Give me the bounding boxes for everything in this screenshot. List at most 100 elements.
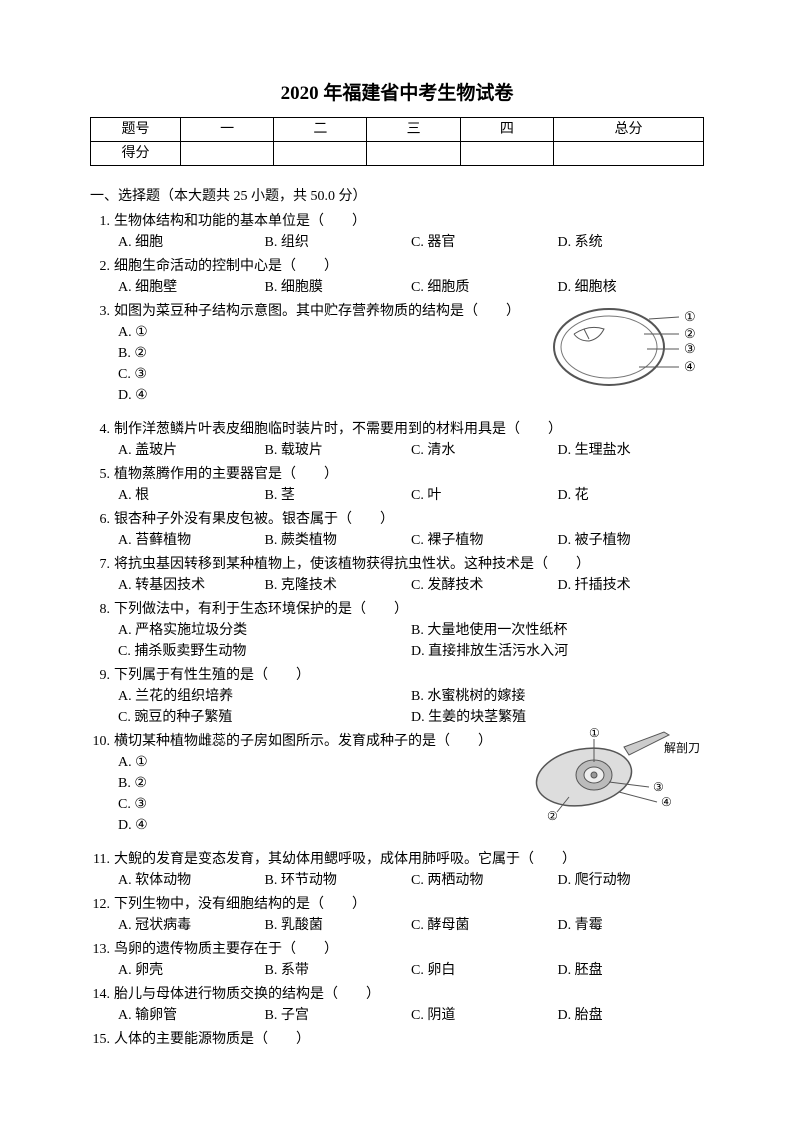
option: B. 载玻片	[265, 440, 412, 461]
header-cell: 四	[460, 117, 553, 141]
option: D. 直接排放生活污水入河	[411, 641, 704, 662]
option: B. 系带	[265, 960, 412, 981]
option: A. 苔藓植物	[118, 530, 265, 551]
question: 9.下列属于有性生殖的是（ ）A. 兰花的组织培养B. 水蜜桃树的嫁接C. 豌豆…	[90, 665, 704, 728]
question: 5.植物蒸腾作用的主要器官是（ ）A. 根B. 茎C. 叶D. 花	[90, 464, 704, 506]
question-number: 1.	[90, 211, 114, 232]
option: A. 卵壳	[118, 960, 265, 981]
option: A. 转基因技术	[118, 575, 265, 596]
option: D. 系统	[558, 232, 705, 253]
option: B. 细胞膜	[265, 277, 412, 298]
option: D. 花	[558, 485, 705, 506]
option: D. 扦插技术	[558, 575, 705, 596]
question-text: 下列生物中，没有细胞结构的是（ ）	[114, 894, 704, 915]
question-text: 鸟卵的遗传物质主要存在于（ ）	[114, 939, 704, 960]
svg-text:③: ③	[684, 341, 696, 356]
svg-text:④: ④	[684, 359, 696, 374]
score-cell	[181, 141, 274, 165]
question-text: 将抗虫基因转移到某种植物上，使该植物获得抗虫性状。这种技术是（ ）	[114, 554, 704, 575]
option: C. 裸子植物	[411, 530, 558, 551]
section-header: 一、选择题（本大题共 25 小题，共 50.0 分）	[90, 186, 704, 207]
question-number: 15.	[90, 1029, 114, 1050]
option: C. 豌豆的种子繁殖	[118, 707, 411, 728]
question-number: 8.	[90, 599, 114, 620]
svg-text:①: ①	[589, 727, 600, 740]
score-cell	[274, 141, 367, 165]
option: B. 蕨类植物	[265, 530, 412, 551]
option: B. 乳酸菌	[265, 915, 412, 936]
option: B. 水蜜桃树的嫁接	[411, 686, 704, 707]
question-text: 胎儿与母体进行物质交换的结构是（ ）	[114, 984, 704, 1005]
question: 11.大鲵的发育是变态发育，其幼体用鳃呼吸，成体用肺呼吸。它属于（ ）A. 软体…	[90, 849, 704, 891]
question-text: 银杏种子外没有果皮包被。银杏属于（ ）	[114, 509, 704, 530]
question-number: 3.	[90, 301, 114, 322]
option: C. 酵母菌	[411, 915, 558, 936]
bean-seed-diagram: ① ② ③ ④	[549, 299, 704, 394]
option: A. 细胞	[118, 232, 265, 253]
option: C. 两栖动物	[411, 870, 558, 891]
question-number: 2.	[90, 256, 114, 277]
option: C. 阴道	[411, 1005, 558, 1026]
option: D. 爬行动物	[558, 870, 705, 891]
option: D. 细胞核	[558, 277, 705, 298]
question: ① ② ③ ④ 3.如图为菜豆种子结构示意图。其中贮存营养物质的结构是（ ）A.…	[90, 301, 704, 416]
score-cell	[460, 141, 553, 165]
option: D. 胚盘	[558, 960, 705, 981]
question: 13.鸟卵的遗传物质主要存在于（ ）A. 卵壳B. 系带C. 卵白D. 胚盘	[90, 939, 704, 981]
question-number: 4.	[90, 419, 114, 440]
option: C. 捕杀贩卖野生动物	[118, 641, 411, 662]
svg-text:④: ④	[661, 795, 672, 809]
question-text: 制作洋葱鳞片叶表皮细胞临时装片时，不需要用到的材料用具是（ ）	[114, 419, 704, 440]
option: B. 大量地使用一次性纸杯	[411, 620, 704, 641]
option: D. 青霉	[558, 915, 705, 936]
question: 6.银杏种子外没有果皮包被。银杏属于（ ）A. 苔藓植物B. 蕨类植物C. 裸子…	[90, 509, 704, 551]
question-text: 大鲵的发育是变态发育，其幼体用鳃呼吸，成体用肺呼吸。它属于（ ）	[114, 849, 704, 870]
svg-text:①: ①	[684, 309, 696, 324]
option: A. 细胞壁	[118, 277, 265, 298]
question-text: 生物体结构和功能的基本单位是（ ）	[114, 211, 704, 232]
option: D. 生姜的块茎繁殖	[411, 707, 704, 728]
svg-text:②: ②	[684, 326, 696, 341]
option: A. 根	[118, 485, 265, 506]
option: A. 严格实施垃圾分类	[118, 620, 411, 641]
option: A. 输卵管	[118, 1005, 265, 1026]
question-text: 植物蒸腾作用的主要器官是（ ）	[114, 464, 704, 485]
question-number: 12.	[90, 894, 114, 915]
question: 1.生物体结构和功能的基本单位是（ ）A. 细胞B. 组织C. 器官D. 系统	[90, 211, 704, 253]
question: 解剖刀 ① ② ③ ④ 10.横切某种植物雌蕊的子房如图所示。发育成种子的是（ …	[90, 731, 704, 846]
question: 8.下列做法中，有利于生态环境保护的是（ ）A. 严格实施垃圾分类B. 大量地使…	[90, 599, 704, 662]
option: B. 克隆技术	[265, 575, 412, 596]
option: B. 组织	[265, 232, 412, 253]
question-number: 11.	[90, 849, 114, 870]
question: 7.将抗虫基因转移到某种植物上，使该植物获得抗虫性状。这种技术是（ ）A. 转基…	[90, 554, 704, 596]
score-cell	[367, 141, 460, 165]
question-number: 6.	[90, 509, 114, 530]
question: 4.制作洋葱鳞片叶表皮细胞临时装片时，不需要用到的材料用具是（ ）A. 盖玻片B…	[90, 419, 704, 461]
question: 2.细胞生命活动的控制中心是（ ）A. 细胞壁B. 细胞膜C. 细胞质D. 细胞…	[90, 256, 704, 298]
option: D. 胎盘	[558, 1005, 705, 1026]
option: D. 被子植物	[558, 530, 705, 551]
question-number: 10.	[90, 731, 114, 752]
question-text: 下列做法中，有利于生态环境保护的是（ ）	[114, 599, 704, 620]
header-cell: 总分	[553, 117, 703, 141]
ovary-diagram: 解剖刀 ① ② ③ ④	[509, 727, 704, 822]
question: 12.下列生物中，没有细胞结构的是（ ）A. 冠状病毒B. 乳酸菌C. 酵母菌D…	[90, 894, 704, 936]
question-number: 7.	[90, 554, 114, 575]
question: 14.胎儿与母体进行物质交换的结构是（ ）A. 输卵管B. 子宫C. 阴道D. …	[90, 984, 704, 1026]
score-label-cell: 得分	[91, 141, 181, 165]
question-text: 人体的主要能源物质是（ ）	[114, 1029, 704, 1050]
question-text: 下列属于有性生殖的是（ ）	[114, 665, 704, 686]
option: A. 兰花的组织培养	[118, 686, 411, 707]
header-cell: 题号	[91, 117, 181, 141]
question-number: 9.	[90, 665, 114, 686]
score-table: 题号 一 二 三 四 总分 得分	[90, 117, 704, 166]
option: A. 冠状病毒	[118, 915, 265, 936]
option: C. 清水	[411, 440, 558, 461]
svg-text:②: ②	[547, 809, 558, 822]
option: C. 细胞质	[411, 277, 558, 298]
score-cell	[553, 141, 703, 165]
option: B. 茎	[265, 485, 412, 506]
option: A. 盖玻片	[118, 440, 265, 461]
header-cell: 一	[181, 117, 274, 141]
option: A. 软体动物	[118, 870, 265, 891]
